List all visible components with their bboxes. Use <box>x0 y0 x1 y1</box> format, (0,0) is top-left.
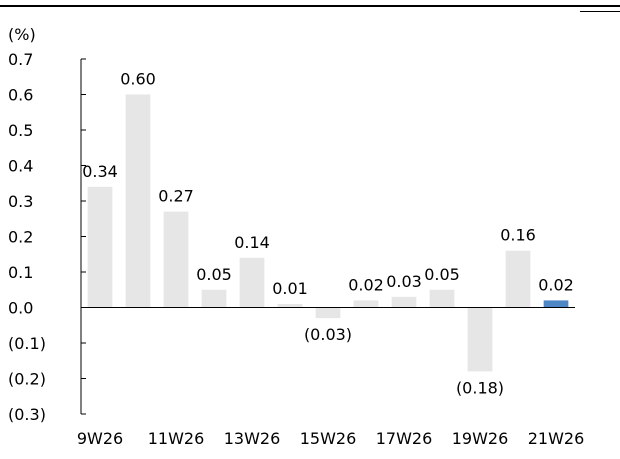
top-rule-tail <box>580 11 620 12</box>
x-tick-label: 19W26 <box>452 429 509 448</box>
data-label: (0.18) <box>456 378 504 397</box>
bar-17W26 <box>391 296 417 308</box>
y-tick-label: (0.1) <box>8 334 46 353</box>
x-tick-label: 13W26 <box>224 429 281 448</box>
bar-9W26 <box>87 186 113 308</box>
data-label: 0.03 <box>386 272 422 291</box>
bar-21W26 <box>543 300 569 308</box>
data-label: 0.16 <box>500 226 536 245</box>
bar-14W26 <box>277 303 303 308</box>
x-tick-label: 9W26 <box>77 429 123 448</box>
top-rule <box>0 5 620 7</box>
x-tick-label: 11W26 <box>148 429 205 448</box>
bar-13W26 <box>239 257 265 308</box>
data-label: 0.60 <box>120 70 156 89</box>
y-tick-label: 0.5 <box>8 121 33 140</box>
y-axis: 0.7 0.6 0.5 0.4 0.3 0.2 0.1 0.0 (0.1) (0.2) (0.3) <box>8 50 86 424</box>
y-tick-label: 0.1 <box>8 263 33 282</box>
bar-20W26 <box>505 250 531 308</box>
y-tick-label: 0.7 <box>8 50 33 69</box>
data-label: 0.05 <box>196 265 232 284</box>
y-unit-label: (%) <box>8 25 36 44</box>
data-label: 0.14 <box>234 233 270 252</box>
y-tick-label: (0.3) <box>8 405 46 424</box>
bar-19W26 <box>467 307 493 372</box>
bar-16W26 <box>353 300 379 308</box>
y-tick-label: (0.2) <box>8 370 46 389</box>
bar-12W26 <box>201 289 227 308</box>
data-label: 0.27 <box>158 187 194 206</box>
bar-15W26 <box>315 307 341 319</box>
y-tick-label: 0.0 <box>8 299 33 318</box>
y-tick-label: 0.6 <box>8 86 33 105</box>
y-tick-label: 0.4 <box>8 157 33 176</box>
data-label: (0.03) <box>304 325 352 344</box>
y-tick-label: 0.2 <box>8 228 33 247</box>
bars <box>87 94 569 372</box>
bar-10W26 <box>125 94 151 308</box>
data-label: 0.34 <box>82 162 118 181</box>
data-label: 0.01 <box>272 279 308 298</box>
data-label: 0.02 <box>348 275 384 294</box>
bar-11W26 <box>163 211 189 308</box>
x-axis: 9W26 11W26 13W26 15W26 17W26 19W26 21W26 <box>77 307 585 448</box>
data-label: 0.02 <box>538 275 574 294</box>
data-label: 0.05 <box>424 265 460 284</box>
data-labels: 0.340.600.270.050.140.01(0.03)0.02 0.03 0.… <box>82 70 574 398</box>
y-tick-label: 0.3 <box>8 192 33 211</box>
bar-18W26 <box>429 289 455 308</box>
x-tick-label: 15W26 <box>300 429 357 448</box>
x-tick-label: 21W26 <box>528 429 585 448</box>
x-tick-label: 17W26 <box>376 429 433 448</box>
